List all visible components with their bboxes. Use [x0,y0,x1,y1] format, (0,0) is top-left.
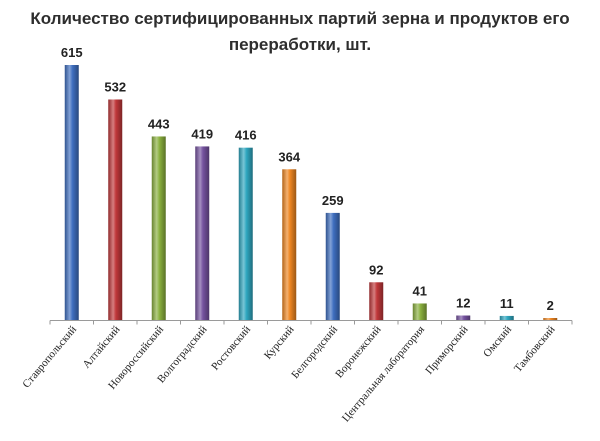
category-label: Алтайский [80,324,122,371]
category-label: Курский [262,324,297,362]
value-label: 419 [191,126,213,141]
value-label: 532 [104,79,126,94]
chart-title: Количество сертифицированных партий зерн… [0,6,600,58]
value-label: 443 [148,116,170,131]
value-label: 259 [322,193,344,208]
bar-12 [543,318,558,321]
category-label: Приморский [423,324,470,377]
bars-group [64,65,558,321]
value-label: 12 [456,296,470,311]
value-label: 364 [278,149,300,164]
bar-8 [369,282,384,321]
bar-7 [325,212,340,321]
bar-9 [412,303,427,321]
category-label: Центральная лаборатория [340,324,427,425]
chart-title-line-1: Количество сертифицированных партий зерн… [30,9,570,28]
value-label: 2 [547,298,554,313]
bar-1 [64,65,79,321]
bar-5 [238,147,253,321]
bar-10 [456,315,471,321]
bar-6 [282,169,297,321]
category-label: Ставропольский [20,324,79,391]
bar-4 [195,146,210,321]
category-label: Воронежский [333,324,383,381]
category-label: Ростовский [209,324,253,373]
category-labels-group: Ставропольский АлтайскийНовороссийскийВол… [20,324,557,425]
value-label: 11 [500,296,514,311]
bar-11 [499,315,514,321]
value-labels-group: 615 532 443 419 416 364 259 92 41 12 11 2 [61,45,554,313]
x-axis-ticks [49,320,573,325]
value-label: 615 [61,45,83,60]
value-label: 416 [235,128,257,143]
category-label: Тамбовский [512,324,558,375]
category-label: Омский [481,324,514,360]
bar-3 [151,136,166,321]
chart-title-line-2: переработки, шт. [228,35,372,54]
value-label: 92 [369,262,383,277]
value-label: 41 [413,283,427,298]
bar-2 [108,99,123,321]
